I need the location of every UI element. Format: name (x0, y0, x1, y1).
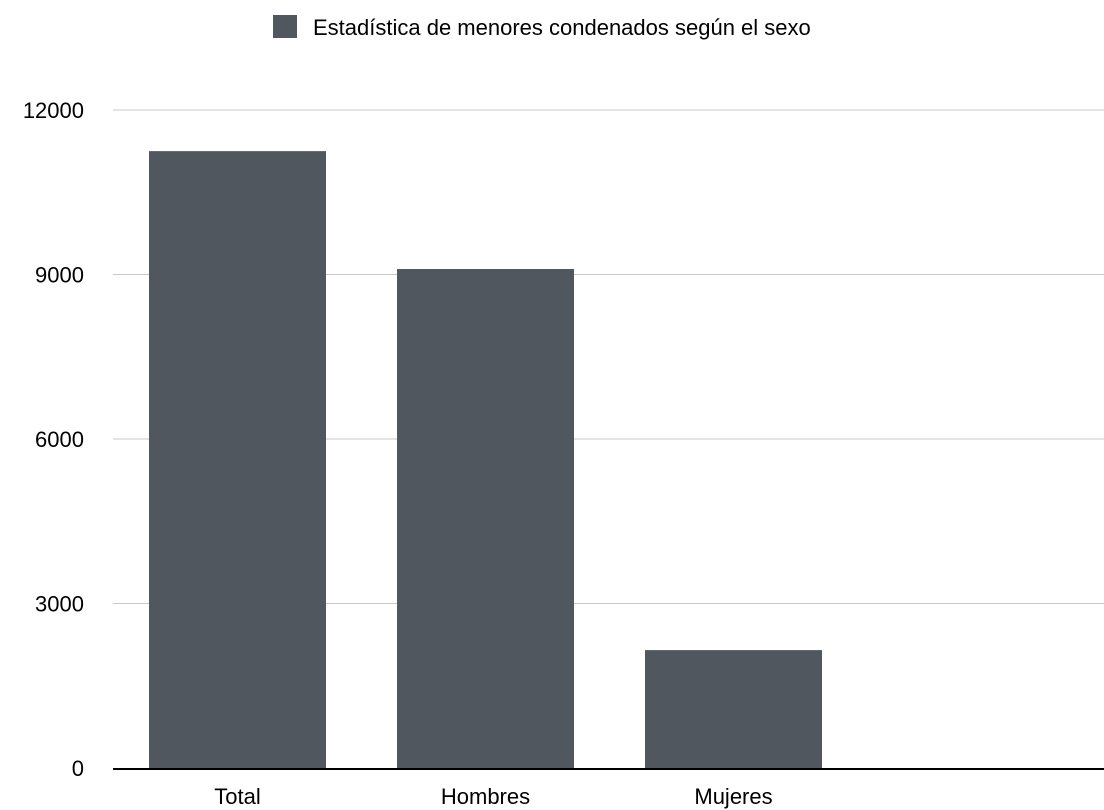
y-tick-label: 3000 (35, 592, 84, 617)
legend: Estadística de menores condenados según … (273, 15, 811, 40)
bar-total (149, 151, 326, 768)
y-tick-label: 0 (72, 756, 84, 781)
y-tick-label: 6000 (35, 427, 84, 452)
bar-mujeres (645, 650, 822, 768)
x-category-label: Hombres (441, 784, 530, 809)
y-tick-label: 12000 (23, 98, 84, 123)
legend-label: Estadística de menores condenados según … (313, 15, 811, 40)
y-axis-ticks: 0 3000 6000 9000 12000 (23, 98, 84, 781)
x-category-label: Total (214, 784, 260, 809)
x-category-label: Mujeres (694, 784, 772, 809)
y-tick-label: 9000 (35, 263, 84, 288)
x-axis-categories: Total Hombres Mujeres (214, 784, 772, 809)
bar-hombres (397, 269, 574, 768)
legend-swatch (273, 15, 297, 38)
bars (149, 151, 822, 768)
